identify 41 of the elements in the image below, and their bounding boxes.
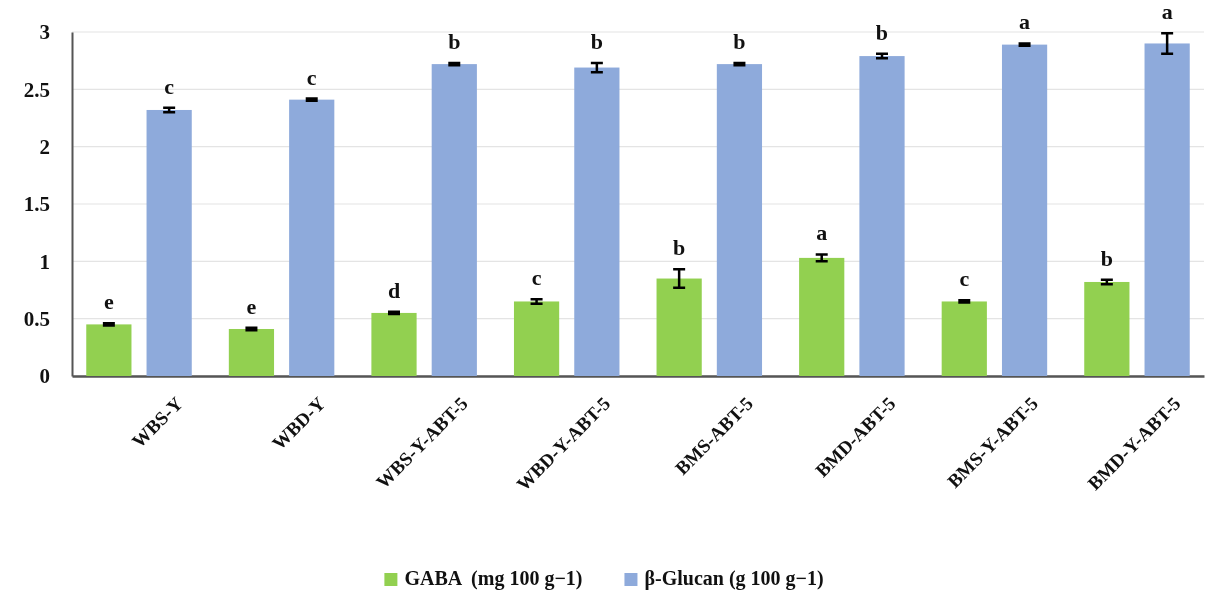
data-label: c [531,265,542,291]
data-label: c [164,73,175,99]
data-label: a [816,220,828,246]
data-label: e [103,289,114,315]
bar [1084,281,1130,376]
data-label: b [590,28,603,54]
bar [1144,43,1190,376]
y-tick-label: 2 [39,134,50,159]
data-label: d [387,277,401,303]
y-tick-label: 1.5 [23,192,50,217]
data-label: b [673,235,686,261]
data-label: b [875,19,889,45]
data-label: b [448,28,461,54]
legend-label: β-Glucan (g 100 g−1) [644,567,824,590]
bar [656,278,702,376]
data-label: a [1019,9,1031,35]
data-label: c [959,266,970,292]
data-label: a [1161,0,1173,25]
y-tick-label: 0 [39,364,50,389]
y-tick-label: 1 [39,249,50,274]
bar [574,67,620,376]
bar [228,328,275,376]
bar [371,312,417,376]
bar [86,324,132,376]
bar [513,301,560,376]
data-label: b [733,28,746,54]
data-label: c [306,64,317,90]
bar [289,99,335,376]
data-label: e [246,293,257,319]
data-label: b [1100,245,1113,271]
bar [716,64,763,376]
legend-label: GABA (mg 100 g−1) [404,567,583,590]
bar [1001,44,1048,376]
y-tick-label: 0.5 [23,306,50,331]
bar [146,109,192,376]
y-tick-label: 2.5 [23,77,50,102]
bar [859,56,905,376]
bar [799,257,845,376]
bar [941,301,987,376]
y-tick-label: 3 [39,20,50,45]
bar [431,64,477,376]
